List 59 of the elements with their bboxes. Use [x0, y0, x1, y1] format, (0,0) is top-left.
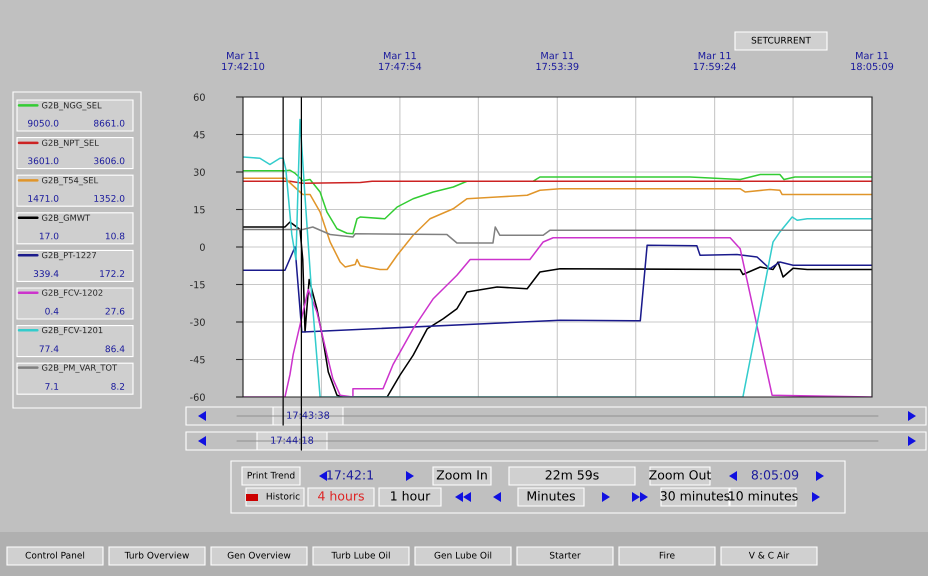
- y-tick-label: 60: [194, 93, 205, 101]
- y-tick-label: 15: [194, 206, 205, 214]
- text: 3606.0: [94, 157, 124, 164]
- text: Turb Lube Oil: [331, 552, 390, 559]
- y-tick-label: -60: [190, 393, 205, 401]
- legend-label: G2B_GMWT: [42, 214, 90, 223]
- text: Minutes: [528, 490, 575, 501]
- legend-label: G2B_NGG_SEL: [42, 102, 102, 110]
- text: 172.2: [100, 270, 124, 277]
- x-tick-label: Mar 11 17:42:10: [222, 52, 264, 70]
- x-tick-label: Mar 11 17:59:24: [694, 52, 736, 70]
- text: 77.4: [40, 346, 58, 352]
- legend-label: G2B_FCV-1201: [42, 326, 102, 336]
- text: Zoom In: [436, 470, 487, 480]
- text: 1352.0: [94, 194, 124, 202]
- text: 8:05:09: [752, 470, 798, 480]
- legend-label: G2B_PM_VAR_TOT: [42, 364, 118, 373]
- text: 10 minutes: [729, 490, 798, 501]
- text: Zoom Out: [649, 470, 712, 480]
- y-tick-label: -30: [190, 318, 205, 326]
- text: 4 hours: [318, 490, 364, 501]
- text: Control Panel: [26, 552, 84, 559]
- text: 27.6: [106, 308, 124, 315]
- text: Starter: [550, 552, 581, 559]
- text: 8661.0: [94, 120, 124, 127]
- text: Fire: [660, 552, 675, 559]
- text: Turb Overview: [124, 552, 189, 559]
- text: 1 hour: [391, 490, 430, 501]
- legend-label: G2B_NPT_SEL: [42, 140, 99, 148]
- text: 10.8: [106, 232, 124, 240]
- text: 339.4: [34, 270, 58, 278]
- text: 22m 59s: [546, 470, 599, 480]
- y-tick-label: 30: [194, 168, 205, 176]
- y-tick-label: 45: [194, 131, 205, 138]
- text: 1471.0: [28, 194, 58, 202]
- text: 17:42:1: [327, 470, 373, 480]
- x-tick-label: Mar 11 17:53:39: [536, 52, 578, 70]
- text: 7.1: [45, 383, 58, 390]
- text: 30 minutes: [660, 490, 730, 501]
- text: 17.0: [40, 232, 58, 240]
- y-tick-label: -45: [190, 356, 205, 364]
- legend-label: G2B_FCV-1202: [42, 289, 102, 298]
- legend-label: G2B_PT-1227: [42, 252, 96, 260]
- text: 86.4: [106, 345, 124, 352]
- text: Historic: [266, 492, 300, 500]
- x-tick-label: Mar 11 17:47:54: [379, 52, 422, 70]
- text: Gen Lube Oil: [434, 552, 492, 559]
- text: V & C Air: [748, 552, 790, 559]
- y-tick-label: -15: [190, 281, 205, 288]
- text: Gen Overview: [228, 552, 290, 559]
- text: 9050.0: [28, 120, 58, 127]
- legend-label: G2B_T54_SEL: [42, 177, 98, 186]
- text: 3601.0: [28, 157, 58, 164]
- text: Print Trend: [248, 472, 294, 479]
- text: SETCURRENT: [752, 36, 811, 44]
- text: 0.4: [45, 308, 58, 315]
- x-tick-label: Mar 11 18:05:09: [851, 52, 894, 70]
- y-tick-label: 0: [200, 243, 205, 251]
- text: 8.2: [111, 382, 124, 390]
